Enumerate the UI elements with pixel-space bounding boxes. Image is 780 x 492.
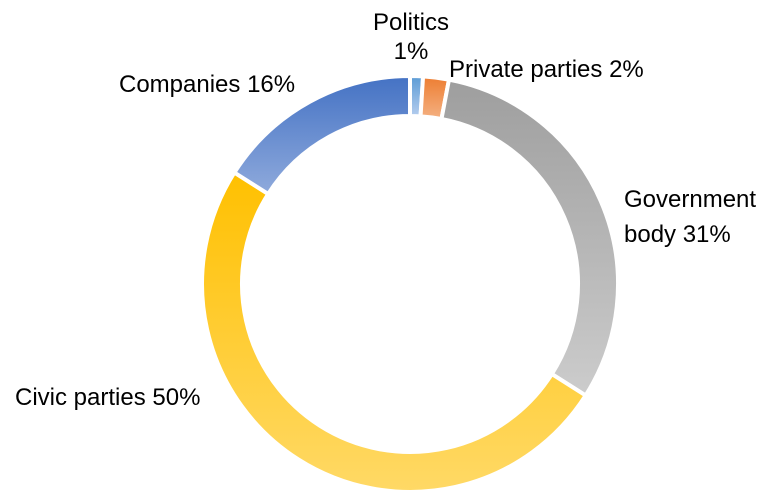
donut-slices <box>200 73 620 492</box>
slice-civic-parties <box>200 169 589 492</box>
label-civic-parties: Civic parties 50% <box>15 384 200 411</box>
label-private-parties: Private parties 2% <box>449 56 644 83</box>
label-companies: Companies 16% <box>119 71 295 98</box>
slice-companies <box>231 73 412 197</box>
label-politics-percent: 1% <box>394 38 429 65</box>
label-government-name: Government <box>624 186 756 213</box>
label-government-percent: body 31% <box>624 221 731 248</box>
slice-government-body <box>439 77 620 399</box>
label-politics-name: Politics <box>373 9 449 36</box>
